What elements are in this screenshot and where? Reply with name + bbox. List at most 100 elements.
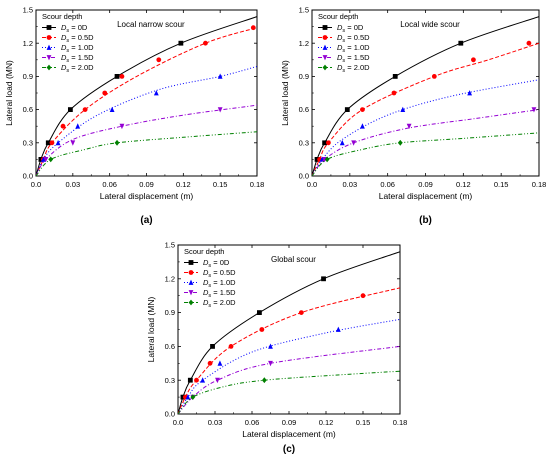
legend-d: D	[61, 63, 67, 72]
chart-panel-c: 0.0 0.03 0.06 0.09 0.12 0.15 0.18 0.0 0.3 0.6 0.9 1…	[146, 241, 407, 455]
x-tick-label: 0.18	[250, 180, 265, 189]
data-point	[114, 74, 120, 79]
data-point	[200, 377, 206, 383]
series-line	[36, 104, 257, 176]
x-axis-label: Lateral displacement (m)	[100, 191, 194, 201]
y-tick-label: 0.6	[23, 105, 33, 114]
data-point	[250, 25, 256, 31]
chart-title: Global scour	[271, 255, 316, 264]
legend-label: Ds = 1.0D	[337, 43, 370, 54]
legend-value: 1.0D	[220, 278, 236, 287]
legend-sub: s	[208, 293, 211, 299]
legend-d: D	[203, 288, 209, 297]
data-point	[109, 106, 115, 112]
legend-label: Ds = 2.0D	[337, 63, 370, 74]
legend-marker	[322, 55, 328, 61]
x-tick-label: 0.03	[208, 418, 223, 427]
legend-entry: Ds = 0.5D	[184, 268, 236, 279]
legend-label: Ds = 2.0D	[203, 298, 236, 309]
legend-d: D	[61, 43, 67, 52]
data-point	[391, 90, 397, 96]
legend-value: 0.5D	[220, 268, 236, 277]
legend-entry: Ds = 0.5D	[318, 33, 370, 44]
y-tick-label: 1.5	[23, 6, 33, 15]
legend-value: 0D	[354, 23, 364, 32]
y-tick-label: 1.2	[299, 39, 309, 48]
legend-eq: =	[69, 23, 78, 32]
x-tick-label: 0.15	[356, 418, 371, 427]
legend-d: D	[337, 63, 343, 72]
series-1-5D	[178, 345, 400, 414]
legend-eq: =	[211, 298, 220, 307]
legend-d: D	[337, 33, 343, 42]
series-1-0D	[312, 79, 539, 176]
data-point	[360, 293, 366, 299]
x-tick-label: 0.12	[456, 180, 471, 189]
y-tick-label: 0.6	[299, 105, 309, 114]
series-line	[178, 318, 400, 414]
legend-eq: =	[69, 53, 78, 62]
chart-panel-b: 0.0 0.03 0.06 0.09 0.12 0.15 0.18 0.0 0.3 0.6 0.9 1…	[280, 6, 546, 226]
chart-panel-a: 0.0 0.03 0.06 0.09 0.12 0.15 0.18 0.0 0.3 0.6 0.9 1…	[4, 6, 264, 226]
legend-d: D	[337, 23, 343, 32]
data-point	[314, 157, 320, 162]
x-tick-label: 0.06	[380, 180, 395, 189]
legend-value: 0D	[78, 23, 88, 32]
legend-value: 1.5D	[78, 53, 94, 62]
data-point	[406, 123, 412, 130]
legend-sub: s	[66, 48, 69, 54]
legend-value: 2.0D	[354, 63, 370, 72]
legend-title: Scour depth	[318, 12, 358, 21]
data-point	[180, 394, 186, 400]
legend-entry: Ds = 1.5D	[42, 53, 94, 64]
y-tick-label: 0.0	[23, 172, 33, 181]
legend-value: 2.0D	[78, 63, 94, 72]
legend-marker	[46, 55, 52, 61]
legend-eq: =	[69, 43, 78, 52]
y-tick-label: 0.0	[165, 410, 175, 419]
legend-entry: Ds = 0D	[184, 258, 230, 269]
legend-d: D	[203, 258, 209, 267]
y-tick-label: 1.2	[23, 39, 33, 48]
y-tick-label: 0.3	[299, 138, 309, 147]
panel-caption: (c)	[283, 444, 295, 455]
legend-value: 1.5D	[354, 53, 370, 62]
data-point	[67, 107, 73, 112]
series-line	[312, 132, 539, 176]
data-point	[194, 377, 199, 383]
x-tick-label: 0.18	[393, 418, 408, 427]
data-point	[60, 123, 66, 129]
y-tick-label: 1.2	[165, 274, 175, 283]
legend-value: 0.5D	[354, 33, 370, 42]
legend-sub: s	[208, 303, 211, 309]
legend-label: Ds = 0.5D	[203, 268, 236, 279]
legend-title: Scour depth	[184, 247, 224, 256]
x-tick-label: 0.09	[282, 418, 297, 427]
y-tick-label: 1.5	[165, 241, 175, 250]
series-line	[178, 370, 400, 414]
data-point	[228, 344, 234, 349]
data-point	[43, 157, 49, 163]
data-point	[526, 40, 532, 46]
y-tick-label: 1.5	[299, 6, 309, 15]
legend-sub: s	[66, 38, 69, 44]
data-point	[351, 140, 357, 146]
data-point	[119, 123, 125, 130]
legend-entry: Ds = 2.0D	[318, 63, 370, 74]
data-point	[40, 156, 46, 162]
data-point	[178, 40, 184, 46]
series-2-0D	[178, 370, 400, 414]
legend-entry: Ds = 0D	[42, 23, 88, 34]
data-point	[268, 343, 273, 349]
legend-label: Ds = 1.5D	[203, 288, 236, 299]
x-tick-label: 0.09	[139, 180, 154, 189]
legend-sub: s	[66, 58, 69, 64]
legend-sub: s	[342, 58, 345, 64]
data-point	[467, 90, 473, 96]
legend-value: 1.0D	[78, 43, 94, 52]
x-tick-label: 0.18	[532, 180, 547, 189]
legend-label: Ds = 1.5D	[337, 53, 370, 64]
data-point	[114, 139, 120, 146]
legend-entry: Ds = 2.0D	[184, 298, 236, 309]
